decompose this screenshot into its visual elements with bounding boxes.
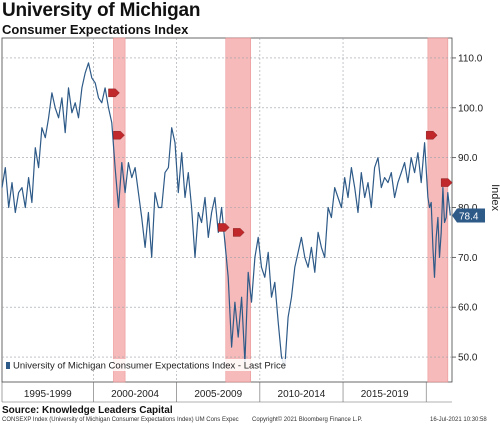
x-tick-label: 2005-2009 bbox=[194, 389, 242, 400]
recession-marker bbox=[108, 88, 120, 98]
copyright-note: Copyright© 2021 Bloomberg Finance L.P. bbox=[252, 417, 363, 423]
recession-band-0 bbox=[113, 37, 126, 383]
series-line bbox=[1, 62, 451, 368]
x-tick-label: 2000-2004 bbox=[111, 389, 159, 400]
recession-marker bbox=[440, 178, 453, 187]
ticker-note: CONSEXP Index (University of Michigan Co… bbox=[2, 417, 239, 423]
x-tick-label: 2010-2014 bbox=[278, 389, 326, 400]
chart-title: University of Michigan bbox=[2, 0, 201, 21]
recession-marker bbox=[233, 228, 245, 237]
y-tick-label: 100.0 bbox=[458, 103, 483, 114]
y-tick-label: 110.0 bbox=[458, 53, 483, 64]
recession-marker bbox=[113, 131, 125, 140]
legend-entry: University of Michigan Consumer Expectat… bbox=[13, 361, 286, 372]
source-note: Source: Knowledge Leaders Capital bbox=[2, 405, 173, 416]
legend-box bbox=[4, 359, 304, 371]
last-price-label: 78.4 bbox=[459, 211, 479, 222]
x-tick-label: 2015-2019 bbox=[361, 389, 409, 400]
timestamp-note: 16-Jul-2021 10:30:58 bbox=[430, 417, 487, 423]
y-tick-label: 60.0 bbox=[458, 303, 478, 314]
legend-swatch bbox=[6, 362, 10, 369]
y-tick-label: 50.0 bbox=[458, 353, 478, 364]
chart-subtitle: Consumer Expectations Index bbox=[2, 22, 189, 37]
y-tick-label: 90.0 bbox=[458, 153, 478, 164]
recession-marker bbox=[426, 131, 438, 140]
recession-marker bbox=[218, 223, 230, 232]
y-axis-label: Index bbox=[489, 184, 500, 211]
last-price-box bbox=[452, 208, 485, 223]
x-tick-label: 1995-1999 bbox=[24, 389, 72, 400]
recession-band-2 bbox=[427, 37, 449, 383]
y-tick-label: 70.0 bbox=[458, 253, 478, 264]
